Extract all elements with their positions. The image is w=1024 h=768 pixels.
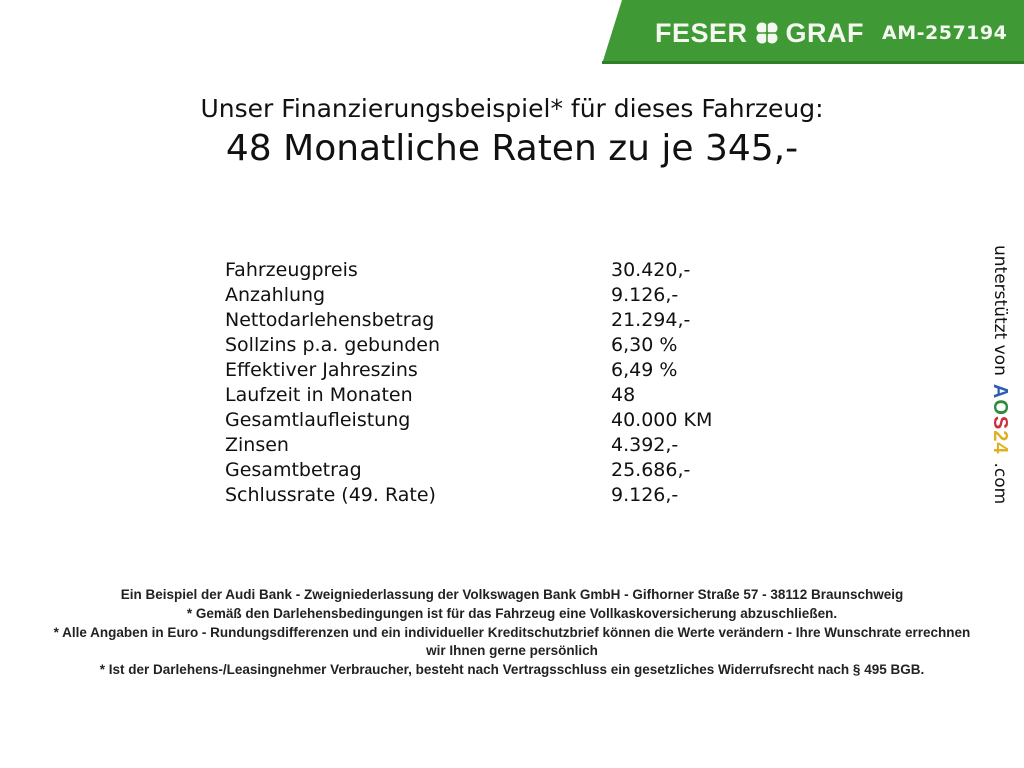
sponsor-text: unterstützt von <box>990 245 1010 376</box>
table-row: Zinsen 4.392,- <box>225 433 745 458</box>
sponsor-domain: .com <box>990 462 1010 505</box>
financing-table: Fahrzeugpreis 30.420,- Anzahlung 9.126,- Net… <box>225 258 745 508</box>
title-line2: 48 Monatliche Raten zu je 345,- <box>225 128 799 169</box>
ad-id: AM-257194 <box>882 22 1008 44</box>
table-row: Gesamtbetrag 25.686,- <box>225 458 745 483</box>
title-line1: Unser Finanzierungsbeispiel* für dieses … <box>200 94 824 123</box>
row-value: 6,49 % <box>611 359 678 381</box>
row-label: Anzahlung <box>225 284 326 306</box>
row-value: 4.392,- <box>611 434 679 456</box>
banner-background <box>602 0 1024 64</box>
row-label: Nettodarlehensbetrag <box>225 309 435 331</box>
row-value: 25.686,- <box>611 459 691 481</box>
row-label: Gesamtbetrag <box>225 459 362 481</box>
row-label: Fahrzeugpreis <box>225 259 358 281</box>
row-label: Effektiver Jahreszins <box>225 359 418 381</box>
row-value: 9.126,- <box>611 284 679 306</box>
row-value: 30.420,- <box>611 259 691 281</box>
sponsor-note: unterstützt von AOS24 .com <box>985 245 1015 525</box>
table-row: Effektiver Jahreszins 6,49 % <box>225 358 745 383</box>
brand-logo: FESER GRAF <box>655 17 864 49</box>
row-value: 6,30 % <box>611 334 678 356</box>
brand-banner <box>600 0 1024 64</box>
disclaimer-line: Ein Beispiel der Audi Bank - Zweignieder… <box>120 587 904 602</box>
row-label: Schlussrate (49. Rate) <box>225 484 436 506</box>
row-value: 48 <box>611 384 636 406</box>
table-row: Anzahlung 9.126,- <box>225 283 745 308</box>
disclaimer-line: * Alle Angaben in Euro - Rundungsdiffere… <box>53 625 971 658</box>
table-row: Sollzins p.a. gebunden 6,30 % <box>225 333 745 358</box>
table-row: Nettodarlehensbetrag 21.294,- <box>225 308 745 333</box>
clover-icon <box>756 22 778 44</box>
row-label: Zinsen <box>225 434 289 456</box>
row-label: Gesamtlaufleistung <box>225 409 411 431</box>
disclaimer-line: * Ist der Darlehens-/Leasingnehmer Verbr… <box>99 662 925 677</box>
table-row: Schlussrate (49. Rate) 9.126,- <box>225 483 745 508</box>
disclaimer-line: * Gemäß den Darlehensbedingungen ist für… <box>186 606 838 621</box>
row-label: Laufzeit in Monaten <box>225 384 413 406</box>
row-value: 21.294,- <box>611 309 691 331</box>
row-value: 40.000 KM <box>611 409 713 431</box>
table-row: Laufzeit in Monaten 48 <box>225 383 745 408</box>
disclaimer: Ein Beispiel der Audi Bank - Zweignieder… <box>52 586 972 680</box>
aos24-logo: AOS24 <box>989 383 1012 455</box>
row-label: Sollzins p.a. gebunden <box>225 334 440 356</box>
table-row: Fahrzeugpreis 30.420,- <box>225 258 745 283</box>
table-row: Gesamtlaufleistung 40.000 KM <box>225 408 745 433</box>
row-value: 9.126,- <box>611 484 679 506</box>
